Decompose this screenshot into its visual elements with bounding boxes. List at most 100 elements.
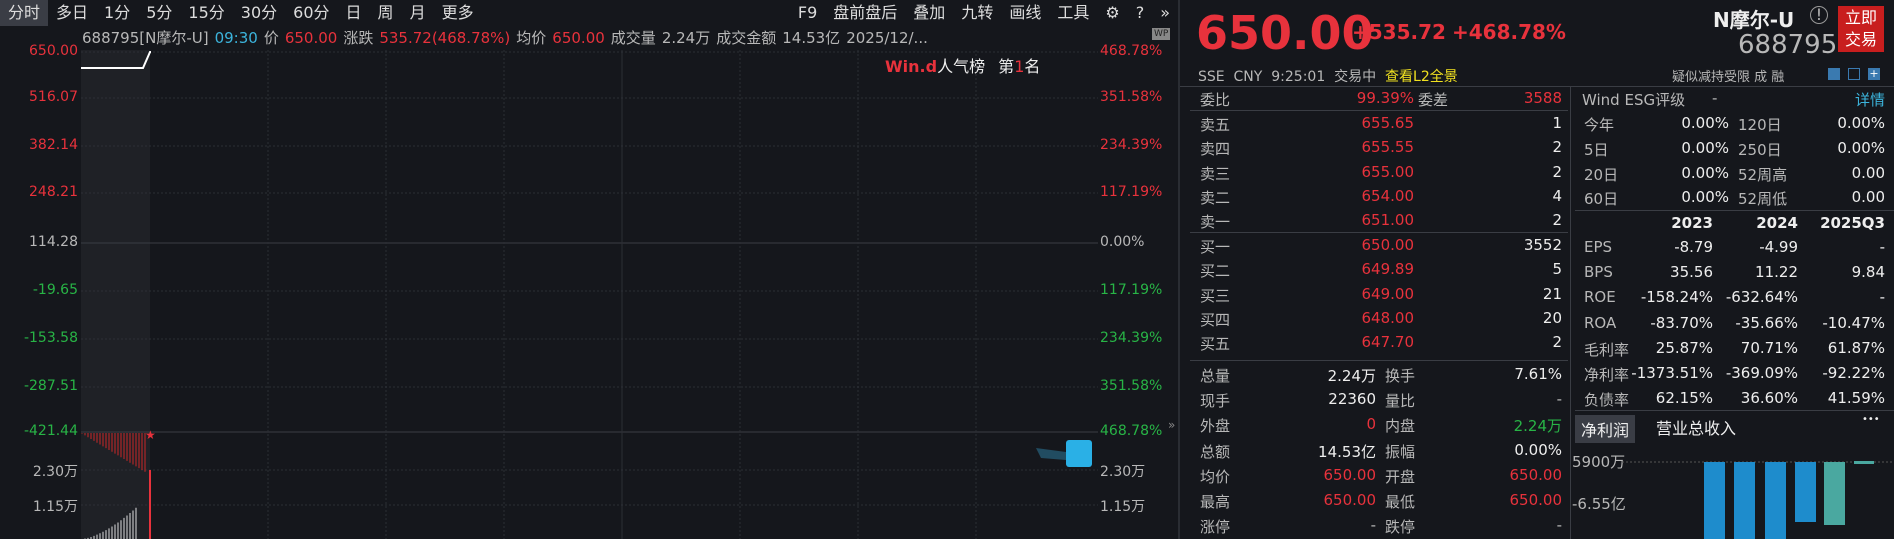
intraday-chart[interactable]: ★ xyxy=(81,50,1098,539)
toolbar-right: F9 盘前盘后 叠加 九转 画线 工具 ⚙? » xyxy=(790,0,1178,26)
toolbar-btn-4[interactable]: 画线 xyxy=(1009,3,1042,22)
rank-suffix: 名 xyxy=(1024,57,1041,76)
tab-period-0[interactable]: 分时 xyxy=(0,0,49,26)
change-label: 涨跌 xyxy=(343,29,374,47)
info-icon[interactable]: ! xyxy=(1810,6,1828,24)
market-status-row: SSE CNY 9:25:01 交易中 查看L2全景 xyxy=(1198,66,1458,86)
help-icon[interactable]: ? xyxy=(1135,3,1145,22)
amt: 14.53亿 xyxy=(782,29,841,47)
tab-period-7[interactable]: 日 xyxy=(345,3,362,22)
toolbar-btn-0[interactable]: F9 xyxy=(797,3,818,22)
popularity-rank[interactable]: Win.d人气榜 第1名 xyxy=(885,53,1040,77)
fin-value: 35.56 xyxy=(1670,263,1713,282)
panel-divider[interactable] xyxy=(1178,0,1180,539)
collapse-panel-icon[interactable]: » xyxy=(1168,418,1176,432)
edit-icon[interactable] xyxy=(1828,68,1840,80)
bell-icon[interactable] xyxy=(1848,68,1860,80)
divider xyxy=(1190,360,1568,361)
tab-period-3[interactable]: 5分 xyxy=(146,3,173,22)
toolbar-btn-5[interactable]: 工具 xyxy=(1057,3,1090,22)
bid-level-label: 买五 xyxy=(1200,335,1231,354)
trade-now-button[interactable]: 立即交易 xyxy=(1838,6,1884,52)
ask-price: 655.55 xyxy=(1361,138,1415,157)
tab-period-9[interactable]: 月 xyxy=(409,3,426,22)
toolbar-btn-1[interactable]: 盘前盘后 xyxy=(833,3,898,22)
gear-icon[interactable]: ⚙ xyxy=(1105,3,1120,22)
double-chevron-right-icon[interactable]: » xyxy=(1160,3,1170,22)
fin-metric-label: ROA xyxy=(1584,313,1617,332)
tab-period-8[interactable]: 周 xyxy=(377,3,394,22)
stat-label: 换手 xyxy=(1385,367,1416,385)
rank-number: 1 xyxy=(1014,57,1025,76)
fin-metric-label: 净利率 xyxy=(1584,366,1630,384)
esg-detail-link[interactable]: 详情 xyxy=(1854,91,1885,109)
profit-bar xyxy=(1795,462,1816,522)
pct-tick: 351.58% xyxy=(1100,89,1163,105)
ask-level-label: 卖二 xyxy=(1200,188,1231,207)
stat-value: 0.00% xyxy=(1514,440,1562,459)
quote-time: 9:25:01 xyxy=(1271,69,1326,85)
bid-price: 650.00 xyxy=(1361,236,1415,254)
price-tick: -421.44 xyxy=(23,423,78,439)
net-profit-chart xyxy=(1622,461,1894,539)
commission-ratio-label: 委比 xyxy=(1200,91,1231,109)
stat-label: 内盘 xyxy=(1385,417,1416,436)
stat-value: 0 xyxy=(1366,415,1376,434)
stock-code-large: 688795 xyxy=(1738,30,1838,60)
fin-metric-label: 毛利率 xyxy=(1584,340,1630,359)
bid-price: 649.00 xyxy=(1361,284,1415,303)
tab-period-2[interactable]: 1分 xyxy=(104,3,131,22)
ask-price: 655.65 xyxy=(1361,114,1415,132)
wind-logo: Win.d xyxy=(885,57,938,76)
price-tick: 248.21 xyxy=(29,184,78,200)
trade-status: 交易中 xyxy=(1334,69,1377,85)
perf-label: 52周低 xyxy=(1738,190,1788,209)
stat-label: 最低 xyxy=(1385,493,1416,511)
bid-volume: 20 xyxy=(1542,308,1562,327)
perf-value: 0.00% xyxy=(1681,163,1729,182)
avg-label: 均价 xyxy=(516,29,547,47)
perf-label: 60日 xyxy=(1584,190,1619,209)
more-icon[interactable]: ••• xyxy=(1862,414,1880,425)
fin-value: -158.24% xyxy=(1640,288,1713,307)
exchange: SSE xyxy=(1198,69,1225,85)
fin-value: -369.09% xyxy=(1725,364,1798,382)
tab-period-1[interactable]: 多日 xyxy=(56,3,89,22)
star-icon: ★ xyxy=(145,428,156,442)
toolbar-btn-2[interactable]: 叠加 xyxy=(913,3,946,22)
last-price: 650.00 xyxy=(1196,6,1374,60)
tab-period-10[interactable]: 更多 xyxy=(441,3,474,22)
vol-label: 成交量 xyxy=(610,29,656,47)
stat-label: 最高 xyxy=(1200,493,1231,511)
tab-period-4[interactable]: 15分 xyxy=(188,3,225,22)
stat-label: 总量 xyxy=(1200,367,1231,385)
tab-revenue[interactable]: 营业总收入 xyxy=(1656,419,1737,438)
stat-label: 外盘 xyxy=(1200,417,1231,436)
wp-icon[interactable]: WP xyxy=(1152,28,1171,40)
view-l2-link[interactable]: 查看L2全景 xyxy=(1385,69,1458,85)
pct-tick: 234.39% xyxy=(1100,137,1163,153)
profit-axis-tick: -6.55亿 xyxy=(1572,495,1626,513)
ask-price: 651.00 xyxy=(1361,211,1415,230)
fin-value: - xyxy=(1879,288,1885,307)
price-tick: -19.65 xyxy=(32,282,78,298)
toolbar-btn-3[interactable]: 九转 xyxy=(961,3,994,22)
add-icon[interactable]: + xyxy=(1868,67,1880,80)
pre-market-area xyxy=(81,50,150,539)
price-change-pct: +468.78% xyxy=(1452,20,1566,44)
fin-value: -92.22% xyxy=(1822,364,1885,382)
amt-label: 成交金额 xyxy=(716,29,777,47)
ask-level-label: 卖五 xyxy=(1200,116,1231,134)
divider xyxy=(1575,210,1894,211)
stat-value: 2.24万 xyxy=(1327,367,1376,385)
perf-label: 今年 xyxy=(1584,116,1615,134)
pct-tick: 351.58% xyxy=(1100,378,1163,394)
stat-value: 650.00 xyxy=(1323,491,1377,509)
stat-label: 开盘 xyxy=(1385,467,1416,486)
tab-period-5[interactable]: 30分 xyxy=(240,3,278,22)
fin-metric-label: BPS xyxy=(1584,263,1613,282)
tab-period-6[interactable]: 60分 xyxy=(293,3,330,22)
stat-value: 650.00 xyxy=(1323,465,1377,484)
ask-level-label: 卖三 xyxy=(1200,164,1231,183)
tab-net-profit[interactable]: 净利润 xyxy=(1575,415,1636,443)
